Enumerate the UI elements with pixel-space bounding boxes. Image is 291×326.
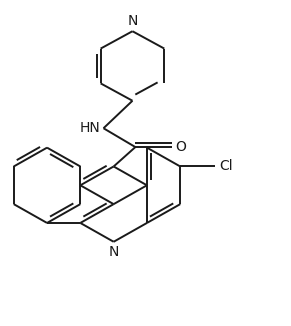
Text: N: N [109,245,119,259]
Text: O: O [176,140,187,154]
Text: HN: HN [79,121,100,135]
Text: Cl: Cl [219,159,233,173]
Text: N: N [127,14,138,28]
